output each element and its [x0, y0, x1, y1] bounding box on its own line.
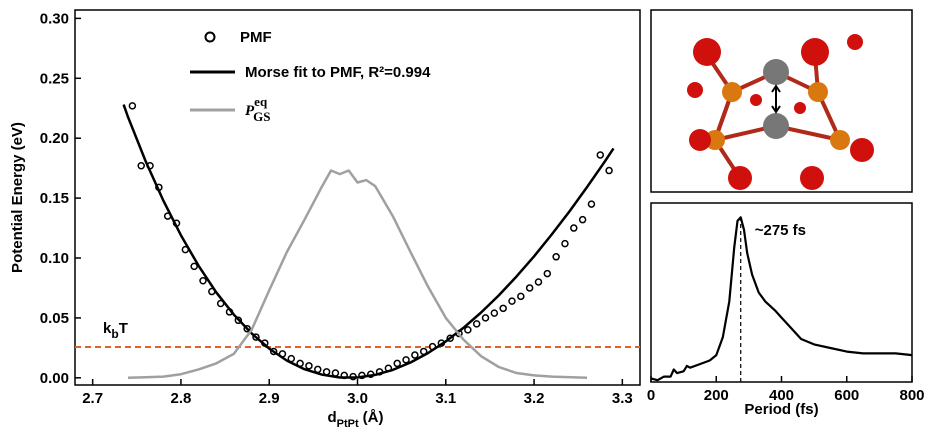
legend-marker [204, 31, 216, 43]
y-tick-label: 0.00 [40, 370, 69, 387]
pmf-point [305, 362, 313, 370]
pmf-point [402, 356, 410, 364]
legend-sup: eq [254, 94, 268, 109]
atom [847, 34, 863, 50]
x-axis-label: dPtPt (Å) [328, 409, 384, 430]
atom [763, 113, 789, 139]
pmf-point [552, 253, 560, 261]
pmf-point [393, 359, 401, 368]
x-tick-label: 400 [769, 387, 794, 404]
kbt-label: kbT [103, 320, 128, 341]
x-tick-label: 3.0 [347, 390, 368, 407]
series-line [122, 104, 615, 379]
atom [705, 130, 725, 150]
x-tick-label: 2.9 [259, 390, 280, 407]
pmf-point [605, 166, 613, 175]
y-tick-label: 0.10 [40, 250, 69, 267]
y-axis-label: Potential Energy (eV) [9, 122, 26, 273]
atom [728, 166, 752, 190]
peak-label: ~275 fs [755, 222, 806, 239]
pmf-point [199, 277, 207, 285]
pmf-point [570, 224, 578, 232]
pmf-point [587, 200, 596, 208]
kbt-tail: T [119, 320, 128, 337]
legend-sub: GS [253, 109, 270, 124]
pmf-point [481, 314, 490, 322]
x-tick-label: 800 [899, 387, 924, 404]
pmf-point [234, 316, 243, 325]
pmf-point [252, 333, 260, 341]
pmf-point [269, 347, 278, 356]
atom [722, 82, 742, 102]
atom [687, 82, 703, 98]
y-tick-label: 0.05 [40, 310, 69, 327]
atom [763, 59, 789, 85]
legend-label: Peq GS [245, 94, 271, 124]
pmf-point [128, 102, 137, 110]
x-tick-label: 2.7 [82, 390, 103, 407]
pmf-point [517, 292, 525, 301]
pmf-point [508, 297, 516, 305]
legend-main: P [245, 103, 255, 119]
x-label-tail: (Å) [363, 409, 384, 426]
pmf-point [534, 278, 543, 286]
series-line [650, 216, 913, 382]
x-tick-label: 600 [834, 387, 859, 404]
x-tick-label: 2.8 [171, 390, 192, 407]
pmf-point [190, 262, 198, 271]
y-tick-label: 0.20 [40, 130, 69, 147]
x-label-sub: PtPt [337, 418, 359, 430]
y-tick-label: 0.25 [40, 70, 69, 87]
pmf-point [499, 304, 507, 313]
kbt-sub: b [111, 327, 118, 341]
pmf-point [446, 334, 454, 343]
pmf-point [596, 151, 605, 159]
pmf-point [472, 320, 481, 328]
molecule-image [650, 9, 913, 193]
pmf-point [411, 351, 419, 359]
atom [794, 102, 806, 114]
x-axis-label: Period (fs) [744, 401, 818, 418]
atom [801, 38, 829, 66]
x-tick-label: 3.2 [524, 390, 545, 407]
kbt-main: k [103, 320, 112, 337]
y-tick-label: 0.30 [40, 10, 69, 27]
pmf-point [561, 239, 569, 248]
y-tick-label: 0.15 [40, 190, 69, 207]
pmf-point [525, 284, 534, 292]
pmf-point [137, 162, 145, 170]
x-tick-label: 3.1 [435, 390, 456, 407]
pmf-point [490, 309, 499, 317]
pmf-point [243, 324, 251, 333]
x-tick-label: 200 [704, 387, 729, 404]
pmf-point [464, 326, 472, 334]
atom [750, 94, 762, 106]
pmf-point [578, 215, 587, 224]
arrow-heads [771, 84, 781, 114]
x-label-main: d [328, 409, 337, 426]
atom [800, 166, 824, 190]
atom [808, 82, 828, 102]
atom [689, 129, 711, 151]
image-frame [650, 9, 913, 193]
x-tick-label: 0 [647, 387, 655, 404]
pmf-point [331, 369, 340, 377]
atom [693, 38, 721, 66]
atom [830, 130, 850, 150]
x-tick-label: 3.3 [612, 390, 633, 407]
pmf-point [543, 269, 552, 278]
legend-label: PMF [240, 29, 272, 46]
legend-label: Morse fit to PMF, R²=0.994 [245, 64, 431, 81]
series-line [127, 169, 588, 380]
atom [850, 138, 874, 162]
